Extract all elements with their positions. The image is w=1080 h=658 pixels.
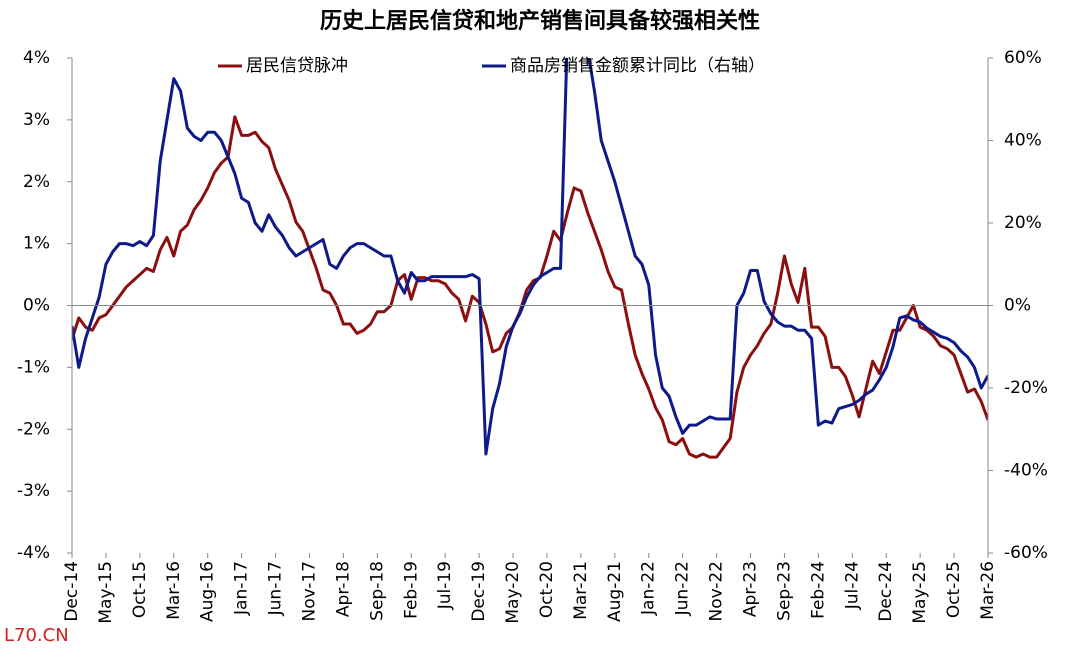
x-tick-label: Mar-16 [164, 561, 184, 620]
plot-area [72, 58, 988, 459]
x-tick-label: May-15 [96, 561, 116, 624]
y2-tick-label: 20% [1004, 213, 1042, 233]
x-tick-label: Dec-24 [876, 561, 896, 622]
chart-title: 历史上居民信贷和地产销售间具备较强相关性 [320, 8, 760, 34]
x-tick-label: Aug-21 [605, 561, 625, 622]
watermark: L70.CN [4, 625, 69, 646]
x-tick-label: Jun-17 [266, 561, 286, 616]
x-tick-label: Dec-19 [469, 561, 489, 622]
x-tick-label: May-20 [503, 561, 523, 624]
x-tick-label: Jan-17 [232, 561, 252, 616]
y2-tick-label: 40% [1004, 131, 1042, 151]
x-tick-label: May-25 [910, 561, 930, 624]
x-tick-label: Nov-22 [707, 561, 727, 622]
x-tick-label: Sep-23 [774, 561, 794, 621]
y-tick-label: 3% [23, 110, 50, 130]
series-line [72, 58, 988, 456]
y-tick-label: -4% [17, 543, 50, 563]
y-tick-label: 2% [23, 172, 50, 192]
x-tick-label: Feb-19 [401, 561, 421, 619]
x-tick-label: Apr-18 [333, 561, 353, 617]
x-tick-label: Apr-23 [741, 561, 761, 617]
x-tick-label: Nov-17 [299, 561, 319, 622]
x-tick-label: Aug-16 [198, 561, 218, 622]
x-tick-label: Feb-24 [808, 561, 828, 619]
y2-tick-label: -40% [1004, 461, 1048, 481]
x-tick-label: Oct-25 [944, 561, 964, 618]
x-tick-label: Oct-15 [130, 561, 150, 618]
y2-tick-label: -60% [1004, 543, 1048, 563]
y2-tick-label: 60% [1004, 48, 1042, 68]
x-tick-label: Jul-19 [435, 561, 455, 610]
y-tick-label: 0% [23, 296, 50, 316]
x-tick-label: Mar-26 [978, 561, 998, 620]
y-tick-label: -2% [17, 419, 50, 439]
x-tick-label: Oct-20 [537, 561, 557, 618]
y-tick-label: 4% [23, 48, 50, 68]
legend-label: 商品房销售金额累计同比（右轴） [510, 56, 765, 76]
series-line [72, 115, 988, 459]
x-tick-label: Dec-14 [62, 561, 82, 622]
x-tick-label: Mar-21 [571, 561, 591, 620]
y-tick-label: -3% [17, 481, 50, 501]
x-tick-label: Sep-18 [367, 561, 387, 621]
y2-tick-label: 0% [1004, 296, 1031, 316]
y-tick-label: -1% [17, 357, 50, 377]
y2-tick-label: -20% [1004, 378, 1048, 398]
x-tick-label: Jan-22 [639, 561, 659, 616]
x-tick-label: Jun-22 [673, 561, 693, 616]
y-tick-label: 1% [23, 234, 50, 254]
legend-label: 居民信贷脉冲 [246, 56, 348, 76]
x-tick-label: Jul-24 [842, 561, 862, 610]
